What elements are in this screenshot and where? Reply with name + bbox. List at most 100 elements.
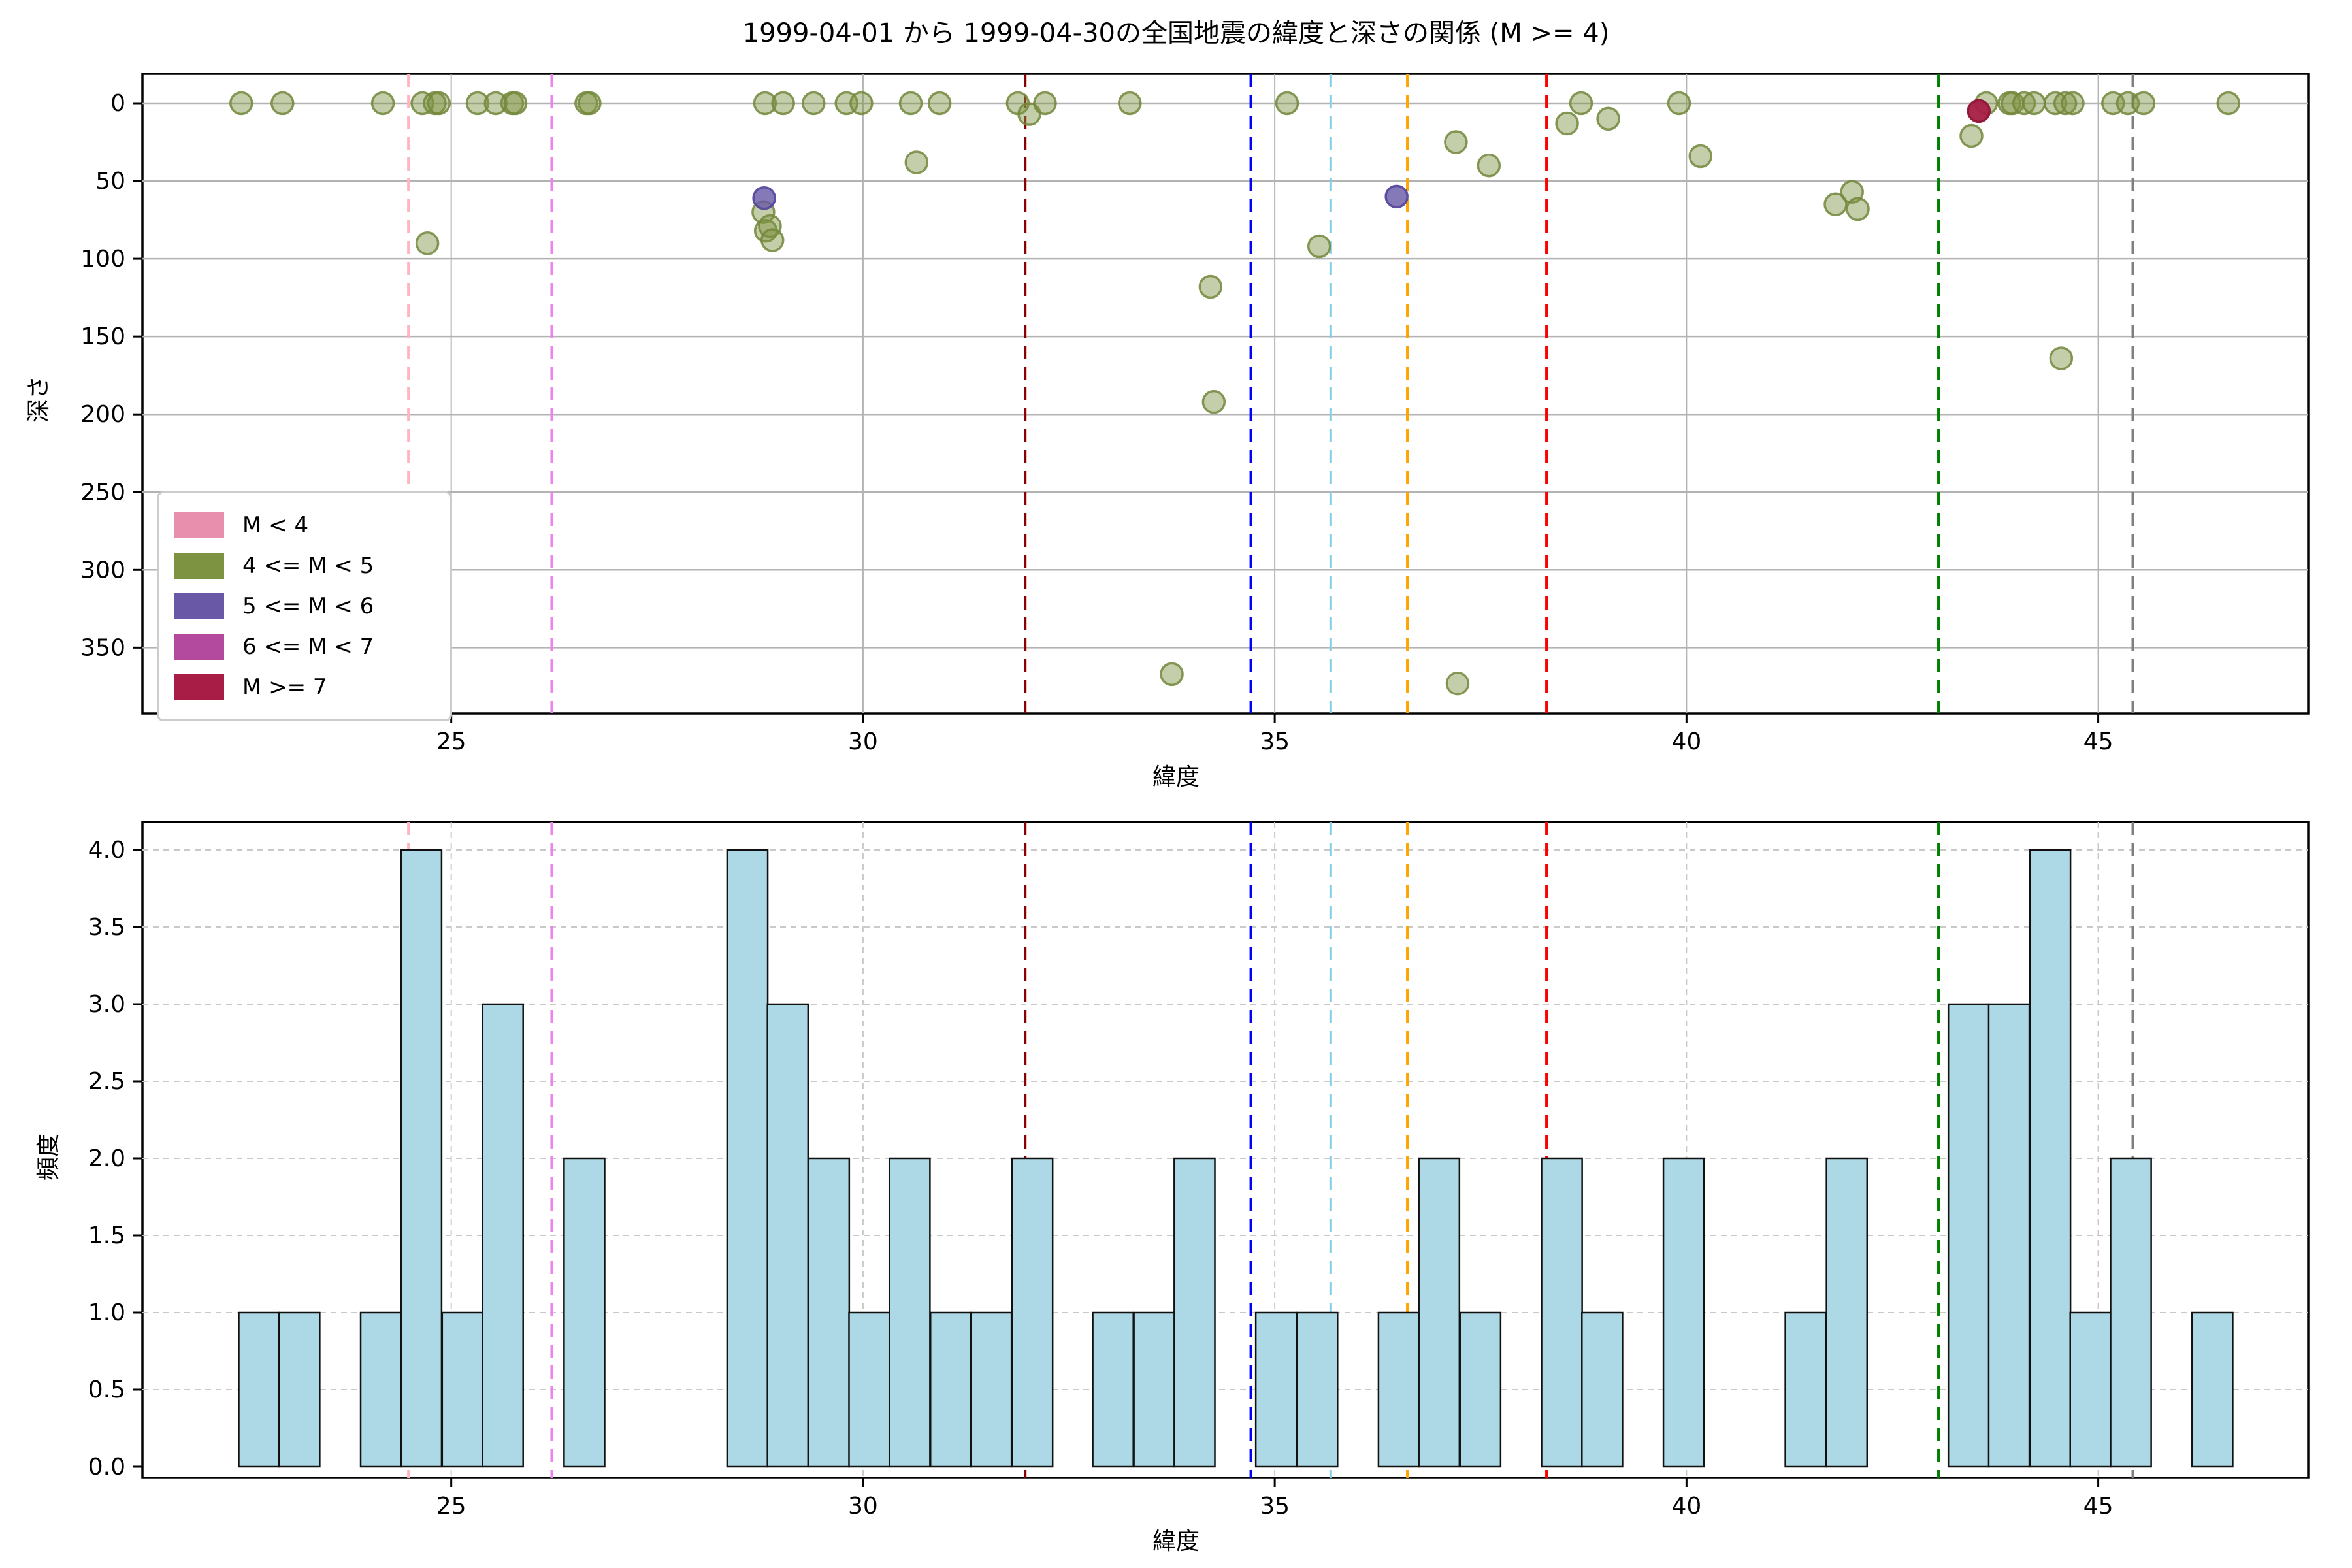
- scatter-y-tick-label: 150: [80, 323, 125, 350]
- scatter-x-tick-label: 30: [848, 728, 878, 755]
- hist-y-tick-label: 0.0: [88, 1454, 125, 1480]
- scatter-point: [2053, 91, 2078, 116]
- scatter-point: [370, 91, 395, 116]
- scatter-point: [898, 91, 923, 116]
- hist-y-tick-label: 3.5: [88, 914, 125, 941]
- hist-bar: [1662, 1157, 1705, 1468]
- scatter-point: [1275, 91, 1299, 116]
- scatter-point: [1823, 192, 1848, 217]
- hist-x-tick-label: 30: [848, 1493, 878, 1520]
- hist-x-tick-label: 45: [2083, 1493, 2114, 1520]
- legend-label: 6 <= M < 7: [242, 634, 374, 660]
- hist-bar: [278, 1311, 321, 1468]
- hist-y-tick-label: 4.0: [88, 837, 125, 864]
- hist-bar: [563, 1157, 606, 1468]
- scatter-point: [2061, 91, 2085, 116]
- hist-y-tick-label: 3.0: [88, 991, 125, 1018]
- legend-swatch-violet: [174, 634, 224, 660]
- hist-bar: [1254, 1311, 1298, 1468]
- scatter-point: [752, 186, 776, 210]
- scatter-point: [1198, 274, 1223, 299]
- hist-bar: [1173, 1157, 1216, 1468]
- panel-frame: [141, 73, 2310, 715]
- scatter-point: [415, 231, 440, 255]
- scatter-point: [802, 91, 826, 116]
- scatter-y-tick-label: 300: [80, 557, 125, 583]
- hist-y-tick-label: 0.5: [88, 1377, 125, 1403]
- scatter-xaxis-label: 緯度: [1152, 764, 1200, 791]
- hist-bar: [1133, 1311, 1175, 1468]
- legend-label: M < 4: [242, 512, 309, 538]
- hist-bar: [1784, 1311, 1827, 1468]
- legend-swatch-pink: [174, 512, 224, 538]
- scatter-point: [753, 91, 777, 116]
- legend-item-m-5-6: 5 <= M < 6: [174, 586, 434, 627]
- scatter-point: [1477, 153, 1501, 178]
- scatter-x-tick-label: 40: [1671, 728, 1701, 755]
- hist-bar: [726, 849, 769, 1468]
- scatter-point: [578, 91, 602, 116]
- hist-x-tick-label: 25: [436, 1493, 466, 1520]
- scatter-point: [1444, 130, 1468, 154]
- hist-bar: [1011, 1157, 1054, 1468]
- scatter-y-tick-label: 350: [80, 634, 125, 661]
- hist-bar: [1581, 1311, 1624, 1468]
- scatter-point: [2216, 91, 2240, 116]
- scatter-point: [2131, 91, 2156, 116]
- legend-label: 5 <= M < 6: [242, 593, 374, 619]
- scatter-point: [1033, 91, 1057, 116]
- hist-bar: [1947, 1003, 1990, 1468]
- hist-bar: [930, 1311, 972, 1468]
- scatter-y-tick-label: 100: [80, 246, 125, 272]
- hist-bar: [1987, 1003, 2031, 1468]
- hist-bar: [848, 1311, 890, 1468]
- histogram-yaxis-label: 頻度: [35, 1133, 63, 1181]
- hist-y-tick-label: 2.5: [88, 1068, 125, 1095]
- hist-bar: [400, 849, 443, 1468]
- scatter-x-tick-label: 25: [436, 728, 466, 755]
- hist-bar: [1541, 1157, 1583, 1468]
- hist-y-tick-label: 1.5: [88, 1222, 125, 1249]
- legend-item-m-ge-7: M >= 7: [174, 667, 434, 708]
- hist-x-tick-label: 35: [1260, 1493, 1290, 1520]
- scatter-y-tick-label: 250: [80, 479, 125, 506]
- scatter-point: [2022, 91, 2046, 116]
- legend-item-m-6-7: 6 <= M < 7: [174, 627, 434, 667]
- legend-item-m-4-5: 4 <= M < 5: [174, 546, 434, 586]
- legend-swatch-crimson: [174, 674, 224, 700]
- scatter-point: [503, 91, 528, 116]
- hist-x-tick-label: 40: [1671, 1493, 1701, 1520]
- hist-bar: [482, 1003, 524, 1468]
- legend-swatch-slateblue: [174, 593, 224, 619]
- scatter-point: [849, 91, 874, 116]
- hist-bar: [1418, 1157, 1461, 1468]
- hist-bar: [808, 1157, 851, 1468]
- legend-item-m-lt-4: M < 4: [174, 505, 434, 546]
- scatter-yaxis-label: 深さ: [25, 375, 53, 423]
- scatter-point: [1307, 234, 1331, 259]
- hist-bar: [359, 1311, 402, 1468]
- hist-bar: [1296, 1311, 1339, 1468]
- scatter-x-tick-label: 45: [2083, 728, 2114, 755]
- scatter-point: [771, 91, 795, 116]
- hist-bar: [2029, 849, 2072, 1468]
- scatter-y-tick-label: 200: [80, 401, 125, 428]
- scatter-point: [410, 91, 434, 116]
- scatter-y-tick-label: 50: [95, 168, 125, 195]
- scatter-y-tick-label: 0: [110, 90, 125, 117]
- hist-bar: [888, 1157, 931, 1468]
- scatter-point: [1118, 91, 1142, 116]
- scatter-point: [760, 228, 785, 252]
- hist-bar: [238, 1311, 280, 1468]
- hist-bar: [2110, 1157, 2152, 1468]
- scatter-point: [1596, 106, 1620, 131]
- scatter-point: [2049, 346, 2074, 370]
- scatter-point: [483, 91, 508, 116]
- scatter-x-tick-label: 35: [1260, 728, 1290, 755]
- scatter-point: [1846, 197, 1870, 221]
- hist-bar: [970, 1311, 1013, 1468]
- hist-bar: [2069, 1311, 2112, 1468]
- scatter-point: [1201, 389, 1226, 414]
- hist-bar: [441, 1311, 484, 1468]
